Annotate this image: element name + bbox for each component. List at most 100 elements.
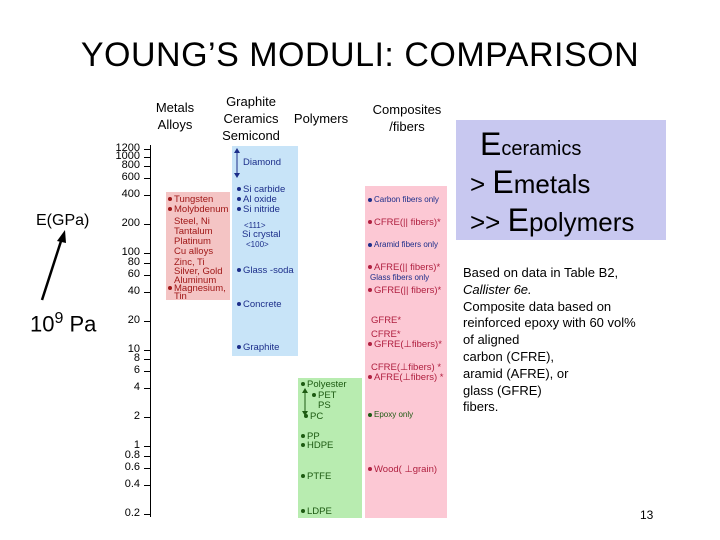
ceramic-al-oxide: Al oxide — [237, 195, 277, 205]
y-tick-mark — [144, 484, 150, 486]
y-tick-mark — [144, 262, 150, 264]
composite-cfre-perp: CFRE(⊥fibers) * — [371, 363, 441, 373]
y-tick-mark — [144, 149, 150, 150]
metal-tantalum: Tantalum — [174, 227, 213, 237]
composite-glass-fibers: Glass fibers only — [370, 273, 429, 283]
label-text: LDPE — [307, 506, 332, 517]
label-text: Aramid fibers only — [374, 240, 439, 249]
ceramic-si-111: <111> — [244, 221, 266, 231]
slide-title: YOUNG’S MODULI: COMPARISON — [80, 36, 640, 74]
label-text: PS — [318, 400, 331, 411]
header-polymers-line1: Polymers — [293, 111, 349, 126]
y-tick-label: 10 — [127, 342, 140, 355]
y-tick-mark — [144, 274, 150, 276]
label-text: PTFE — [307, 471, 332, 482]
y-tick-mark — [144, 253, 150, 255]
diamond-range-arrow — [234, 148, 240, 178]
polymer-pet: PET — [312, 391, 336, 401]
composite-wood: Wood( ⊥grain) — [368, 465, 437, 475]
metal-aluminum: Aluminum — [174, 276, 216, 286]
label-text: CFRE* — [371, 329, 401, 340]
eq-line3: >> Epolymers — [470, 204, 634, 238]
ceramic-graphite: Graphite — [237, 343, 279, 353]
y-tick-label: 80 — [127, 255, 140, 268]
header-composites-line1: Composites — [372, 102, 442, 117]
y-tick-mark — [144, 455, 150, 457]
y-tick-mark — [144, 349, 150, 351]
label-text: Si crystal — [242, 229, 281, 240]
label-text: <100> — [246, 240, 269, 249]
metal-tungsten: Tungsten — [168, 195, 213, 205]
y-tick-label: 1 — [133, 439, 140, 452]
label-text: Tungsten — [174, 194, 214, 205]
composite-aramid-fibers: Aramid fibers only — [368, 240, 438, 250]
label-text: HDPE — [307, 440, 334, 451]
y-tick-label: 8 — [133, 352, 140, 365]
polymer-hdpe: HDPE — [301, 441, 333, 451]
header-ceramics-line2: Ceramics — [223, 111, 279, 126]
label-text: PC — [310, 411, 324, 422]
y-tick-label: 0.6 — [124, 460, 140, 473]
metal-cu-alloys: Cu alloys — [174, 247, 213, 257]
header-metals-line2: Alloys — [157, 117, 193, 132]
composite-cfre-parallel: CFRE(|| fibers)* — [368, 218, 441, 228]
label-text: Zinc, Ti — [174, 257, 205, 268]
polymer-pc: PC — [304, 412, 323, 422]
eq-op3: >> — [470, 207, 501, 237]
eq-line1: Eceramics — [480, 128, 581, 165]
ceramic-diamond: Diamond — [243, 158, 281, 168]
ceramic-si-carbide: Si carbide — [237, 185, 285, 195]
y-tick-mark — [144, 417, 150, 419]
y-tick-mark — [144, 166, 150, 167]
polymer-range-arrow — [302, 388, 308, 416]
header-ceramics-line3: Semicond — [222, 128, 280, 143]
composite-afre-perp: AFRE(⊥fibers) * — [368, 373, 444, 383]
ceramic-si-nitride: Si nitride — [237, 205, 280, 215]
label-text: Glass fibers only — [370, 273, 430, 282]
header-ceramics-line1: Graphite — [226, 94, 276, 109]
ceramics-band — [232, 146, 298, 356]
header-polymers: Polymers — [288, 110, 354, 127]
page-number: 13 — [640, 508, 654, 522]
label-text: Si nitride — [243, 204, 280, 215]
composite-gfre-parallel: GFRE(|| fibers)* — [368, 286, 441, 296]
comparison-box: Eceramics > Emetals >> Epolymers — [456, 120, 666, 240]
header-composites-line2: /fibers — [389, 119, 425, 134]
eq-sub3: polymers — [528, 207, 635, 237]
label-text: Diamond — [243, 157, 282, 168]
metal-zinc-ti: Zinc, Ti — [174, 258, 205, 268]
label-text: Platinum — [174, 236, 211, 247]
y-tick-label: 40 — [127, 284, 140, 297]
metal-tin: Tin — [174, 292, 187, 302]
note-line: carbon (CFRE), — [463, 348, 555, 364]
label-text: Tin — [174, 291, 187, 302]
header-composites: Composites /fibers — [362, 101, 452, 135]
unit-exp: 9 — [54, 310, 64, 327]
eq-e1: E — [480, 126, 502, 162]
metal-steel: Steel, Ni — [174, 217, 210, 227]
composite-cfre: CFRE* — [371, 330, 401, 340]
y-axis-line — [150, 145, 151, 517]
polymer-polyester: Polyester — [301, 380, 347, 390]
unit-base: 10 — [30, 311, 55, 337]
eq-line2: > Emetals — [470, 166, 590, 200]
label-text: Epoxy only — [374, 410, 414, 419]
eq-e3: E — [507, 202, 529, 238]
header-metals-line1: Metals — [155, 100, 195, 115]
label-text: Molybdenum — [174, 204, 229, 215]
label-text: Aluminum — [174, 275, 217, 286]
y-tick-label: 20 — [127, 313, 140, 326]
note-line: aramid (AFRE), or — [463, 365, 569, 381]
note-line: Based on data in Table B2, — [463, 265, 619, 280]
axis-label: E(GPa) — [36, 212, 90, 229]
y-tick-label: 200 — [121, 217, 140, 230]
label-text: GFRE(⊥fibers)* — [374, 339, 442, 350]
ceramic-glass-soda: Glass -soda — [237, 266, 294, 276]
polymer-ps: PS — [318, 401, 331, 411]
label-text: Glass -soda — [243, 265, 294, 276]
ceramic-si-100: <100> — [246, 240, 269, 250]
label-text: Magnesium, — [174, 283, 226, 294]
y-tick-mark — [144, 178, 150, 180]
eq-sub1: ceramics — [501, 138, 582, 160]
metal-platinum: Platinum — [174, 237, 211, 247]
